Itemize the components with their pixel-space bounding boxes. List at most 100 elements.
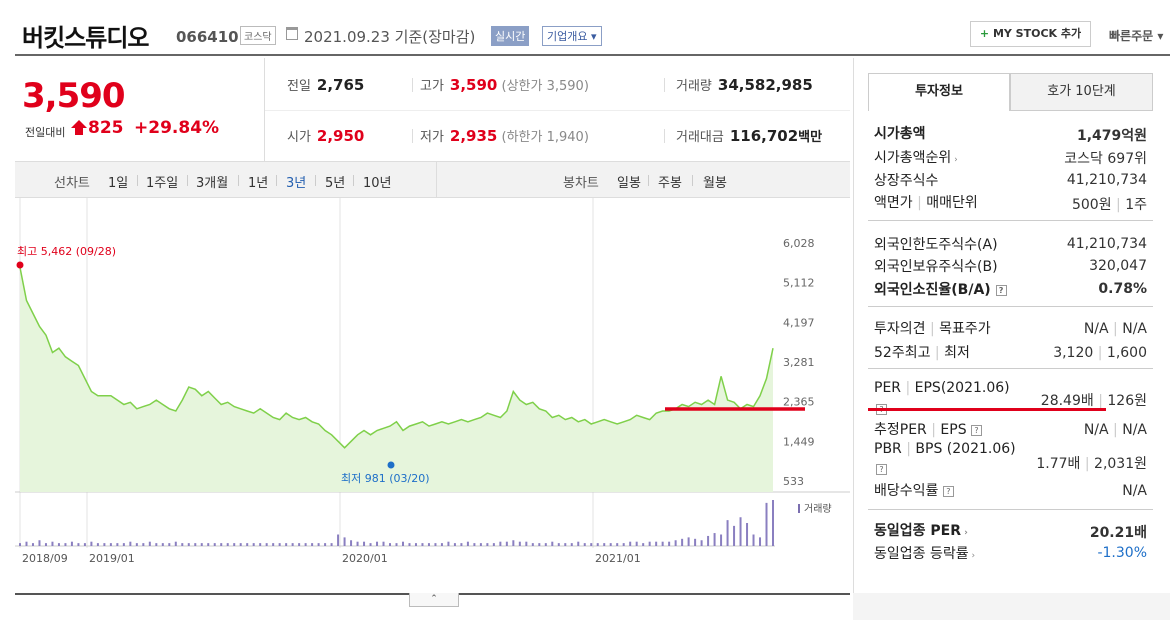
- sector-rate-link[interactable]: 동일업종 등락률 ›: [874, 543, 975, 563]
- min-marker: [387, 461, 395, 469]
- volume-bar: [752, 534, 755, 546]
- volume-bar: [317, 543, 320, 546]
- opinion-target-label: 투자의견 | 목표주가: [874, 321, 991, 337]
- volume-bar: [38, 540, 41, 546]
- quick-order-button[interactable]: 빠른주문 ▾: [1109, 27, 1163, 44]
- volume-bar: [129, 541, 132, 546]
- amount-value: 116,702: [729, 127, 799, 145]
- pbr-bps-label: PBR | BPS (2021.06): [874, 441, 1016, 457]
- high-price: 고가 3,590 (상한가 3,590): [420, 75, 589, 94]
- up-arrow-icon: [71, 120, 87, 128]
- x-tick-label: 2019/01: [89, 552, 135, 565]
- realtime-button[interactable]: 실시간: [491, 26, 530, 46]
- volume-bar: [168, 543, 171, 546]
- tab-weekly[interactable]: 주봉: [658, 176, 682, 191]
- rank-link[interactable]: 시가총액순위 ›: [874, 147, 958, 167]
- add-mystock-button[interactable]: + MY STOCK 추가: [970, 21, 1091, 47]
- volume-bar: [564, 543, 567, 546]
- tab-5y[interactable]: 5년: [325, 176, 346, 191]
- tab-monthly[interactable]: 월봉: [703, 176, 727, 191]
- volume-bar: [135, 543, 138, 546]
- sector-per-link[interactable]: 동일업종 PER ›: [874, 520, 968, 540]
- volume-bar: [83, 543, 86, 546]
- volume-bar: [635, 541, 638, 546]
- open-price: 시가 2,950: [287, 126, 364, 145]
- tab-1d[interactable]: 1일: [108, 176, 129, 191]
- volume-bar: [759, 537, 762, 546]
- volume-bar: [233, 543, 236, 546]
- volume-bar: [90, 541, 93, 546]
- volume-bar: [765, 502, 768, 546]
- cell-divider: [664, 78, 665, 92]
- foreign-ratio-text: 외국인소진율(B/A): [874, 282, 991, 298]
- tab-invest-info[interactable]: 투자정보: [868, 73, 1010, 111]
- tab-1y[interactable]: 1년: [248, 176, 269, 191]
- volume-bar: [265, 543, 268, 546]
- per-eps-value: 28.49배 | 126원: [1040, 393, 1147, 409]
- volume-bar: [440, 543, 443, 546]
- volume-bar: [726, 520, 729, 546]
- tab-separator: [187, 175, 188, 186]
- high-label: 고가: [420, 79, 444, 94]
- tab-10y[interactable]: 10년: [363, 176, 392, 191]
- stock-code: 066410: [176, 28, 239, 46]
- w52-label: 52주최고 | 최저: [874, 345, 970, 361]
- volume-bar: [583, 543, 586, 546]
- foreign-limit-value: 41,210,734: [1066, 236, 1147, 252]
- volume-bar: [746, 523, 749, 546]
- company-overview-dropdown[interactable]: 기업개요 ▾: [542, 26, 602, 46]
- market-cap-value: 1,479억원: [1076, 128, 1147, 144]
- tab-separator: [276, 175, 277, 186]
- eps-label: EPS(2021.06): [914, 380, 1010, 396]
- tab-3m[interactable]: 3개월: [196, 176, 229, 191]
- chevron-down-icon: ▾: [1157, 29, 1164, 43]
- collapse-chart-button[interactable]: ⌃: [409, 593, 459, 607]
- tab-daily[interactable]: 일봉: [617, 176, 641, 191]
- volume-bar: [557, 543, 560, 546]
- help-icon[interactable]: ?: [995, 284, 1007, 296]
- x-axis-ticks: 2018/09 2019/01 2020/01 2021/01: [22, 552, 641, 565]
- volume-bar: [51, 541, 54, 546]
- cell-divider: [664, 129, 665, 143]
- tab-3y[interactable]: 3년: [286, 176, 307, 191]
- volume-bar: [648, 541, 651, 546]
- volume-bar: [278, 543, 281, 546]
- date-value: 2021.09.23: [304, 28, 390, 46]
- volume-bar: [369, 543, 372, 546]
- volume-bar: [427, 543, 430, 546]
- y-tick-label: 4,197: [783, 316, 815, 329]
- foreign-hold-value: 320,047: [1089, 258, 1147, 274]
- volume-bar: [687, 537, 690, 546]
- x-tick-label: 2018/09: [22, 552, 68, 565]
- change-percent: +29.84%: [134, 118, 220, 138]
- quote-date: 2021.09.23 기준(장마감): [304, 26, 475, 47]
- help-icon[interactable]: ?: [971, 424, 983, 436]
- volume-bar: [674, 540, 677, 546]
- sidebar-footer: [853, 593, 1170, 620]
- volume-bar: [694, 538, 697, 546]
- price-chart[interactable]: 6,028 5,112 4,197 3,281 2,365 1,449 533 2018/0…: [15, 198, 850, 593]
- tab-hoga-10[interactable]: 호가 10단계: [1010, 73, 1153, 111]
- volume-bar: [733, 525, 736, 546]
- volume-bar: [512, 540, 515, 546]
- help-icon[interactable]: ?: [942, 485, 954, 497]
- min-label: 최저 981 (03/20): [341, 472, 430, 485]
- volume-bar: [220, 543, 223, 546]
- cell-divider: [412, 129, 413, 143]
- par-unit-label: 액면가 | 매매단위: [874, 195, 978, 211]
- max-marker: [16, 261, 24, 269]
- chevron-right-icon: ›: [968, 551, 976, 561]
- pbr-value: 1.77배: [1036, 456, 1081, 472]
- candle-chart-label: 봉차트: [563, 176, 599, 191]
- date-basis: 기준(장마감): [394, 28, 476, 46]
- y-tick-label: 2,365: [783, 396, 815, 409]
- volume-bar: [194, 543, 197, 546]
- volume-bar: [401, 541, 404, 546]
- volume-bar: [622, 543, 625, 546]
- help-icon[interactable]: ?: [876, 464, 887, 475]
- volume-bar: [337, 534, 340, 546]
- volume-bar: [616, 543, 619, 546]
- tab-1w[interactable]: 1주일: [146, 176, 179, 191]
- tab-separator: [692, 175, 693, 186]
- w52-value: 3,120 | 1,600: [1053, 345, 1147, 361]
